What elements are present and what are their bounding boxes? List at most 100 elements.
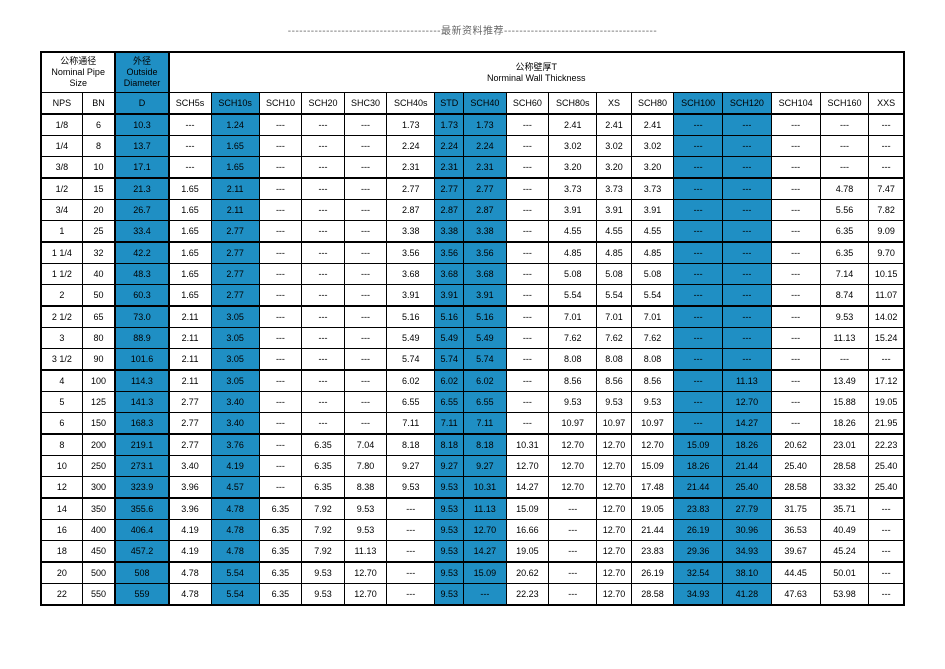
hdr-sch10: SCH10 <box>259 93 302 115</box>
cell-value: --- <box>302 413 345 435</box>
cell-value: 47.63 <box>771 584 820 606</box>
cell-value: 6.35 <box>259 584 302 606</box>
cell-value: --- <box>506 221 549 243</box>
cell-value: --- <box>259 349 302 371</box>
table-row: 16400406.44.194.786.357.929.53---9.5312.… <box>41 520 904 541</box>
cell-value: 14.27 <box>723 413 772 435</box>
hdr-nps: NPS <box>41 93 82 115</box>
cell-value: 9.53 <box>631 392 674 413</box>
cell-value: 34.93 <box>674 584 723 606</box>
cell-value: 3.68 <box>464 264 507 285</box>
cell-value: 4.57 <box>211 477 259 499</box>
cell-value: 2.77 <box>211 285 259 307</box>
hdr-sch40s: SCH40s <box>387 93 435 115</box>
cell-value: --- <box>259 456 302 477</box>
cell-nps: 1/4 <box>41 136 82 157</box>
cell-value: --- <box>820 157 869 179</box>
cell-value: 25.40 <box>771 456 820 477</box>
table-row: 14350355.63.964.786.357.929.53---9.5311.… <box>41 498 904 520</box>
cell-value: 7.92 <box>302 520 345 541</box>
cell-nps: 1 <box>41 221 82 243</box>
table-row: 1/8610.3---1.24---------1.731.731.73---2… <box>41 114 904 136</box>
cell-value: 1.73 <box>387 114 435 136</box>
cell-value: 21.44 <box>631 520 674 541</box>
cell-value: 2.31 <box>435 157 464 179</box>
cell-value: 2.24 <box>387 136 435 157</box>
cell-d: 17.1 <box>115 157 168 179</box>
cell-value: 9.27 <box>464 456 507 477</box>
hdr-sch80: SCH80 <box>631 93 674 115</box>
cell-value: 3.02 <box>597 136 631 157</box>
table-row: 6150168.32.773.40---------7.117.117.11--… <box>41 413 904 435</box>
cell-value: 1.65 <box>169 264 212 285</box>
cell-value: 7.80 <box>344 456 387 477</box>
cell-value: 10.15 <box>869 264 904 285</box>
cell-value: --- <box>506 285 549 307</box>
cell-value: 6.55 <box>435 392 464 413</box>
cell-value: 9.53 <box>344 498 387 520</box>
cell-value: 1.65 <box>169 221 212 243</box>
cell-value: --- <box>820 114 869 136</box>
cell-value: --- <box>302 264 345 285</box>
cell-value: 2.87 <box>464 200 507 221</box>
hdr-sch10s: SCH10s <box>211 93 259 115</box>
table-row: 2 1/26573.02.113.05---------5.165.165.16… <box>41 306 904 328</box>
cell-value: 6.35 <box>302 456 345 477</box>
cell-bn: 50 <box>82 285 115 307</box>
cell-value: --- <box>344 114 387 136</box>
cell-value: 7.62 <box>597 328 631 349</box>
cell-bn: 300 <box>82 477 115 499</box>
cell-bn: 100 <box>82 370 115 392</box>
cell-nps: 14 <box>41 498 82 520</box>
cell-value: 15.24 <box>869 328 904 349</box>
table-row: 10250273.13.404.19---6.357.809.279.279.2… <box>41 456 904 477</box>
cell-value: --- <box>387 541 435 563</box>
table-body: 1/8610.3---1.24---------1.731.731.73---2… <box>41 114 904 605</box>
cell-value: 9.53 <box>435 541 464 563</box>
cell-value: 3.40 <box>211 392 259 413</box>
cell-value: 2.11 <box>211 178 259 200</box>
hdr-sch160: SCH160 <box>820 93 869 115</box>
cell-value: --- <box>344 328 387 349</box>
cell-value: --- <box>674 392 723 413</box>
cell-value: 3.68 <box>435 264 464 285</box>
cell-value: 1.65 <box>169 285 212 307</box>
cell-nps: 5 <box>41 392 82 413</box>
cell-value: 7.62 <box>631 328 674 349</box>
cell-value: 14.02 <box>869 306 904 328</box>
cell-value: 3.02 <box>549 136 597 157</box>
cell-value: --- <box>771 328 820 349</box>
cell-value: --- <box>344 242 387 264</box>
cell-bn: 6 <box>82 114 115 136</box>
cell-value: 2.77 <box>435 178 464 200</box>
cell-nps: 18 <box>41 541 82 563</box>
cell-value: --- <box>723 136 772 157</box>
cell-value: 34.93 <box>723 541 772 563</box>
cell-value: --- <box>674 349 723 371</box>
cell-nps: 1 1/4 <box>41 242 82 264</box>
cell-value: --- <box>869 584 904 606</box>
cell-value: --- <box>302 306 345 328</box>
cell-value: 2.11 <box>211 200 259 221</box>
cell-value: 2.11 <box>169 370 212 392</box>
cell-value: --- <box>169 136 212 157</box>
cell-value: 22.23 <box>869 434 904 456</box>
cell-nps: 12 <box>41 477 82 499</box>
cell-bn: 8 <box>82 136 115 157</box>
cell-value: 3.38 <box>435 221 464 243</box>
cell-d: 273.1 <box>115 456 168 477</box>
table-row: 12533.41.652.77---------3.383.383.38---4… <box>41 221 904 243</box>
cell-value: 2.41 <box>597 114 631 136</box>
cell-value: 5.74 <box>435 349 464 371</box>
cell-value: 3.96 <box>169 477 212 499</box>
cell-value: 27.79 <box>723 498 772 520</box>
cell-value: 21.95 <box>869 413 904 435</box>
cell-d: 42.2 <box>115 242 168 264</box>
cell-value: 2.77 <box>211 221 259 243</box>
cell-value: 2.11 <box>169 328 212 349</box>
cell-value: 11.13 <box>464 498 507 520</box>
cell-value: 28.58 <box>631 584 674 606</box>
cell-value: 9.53 <box>549 392 597 413</box>
cell-d: 73.0 <box>115 306 168 328</box>
cell-value: 23.01 <box>820 434 869 456</box>
